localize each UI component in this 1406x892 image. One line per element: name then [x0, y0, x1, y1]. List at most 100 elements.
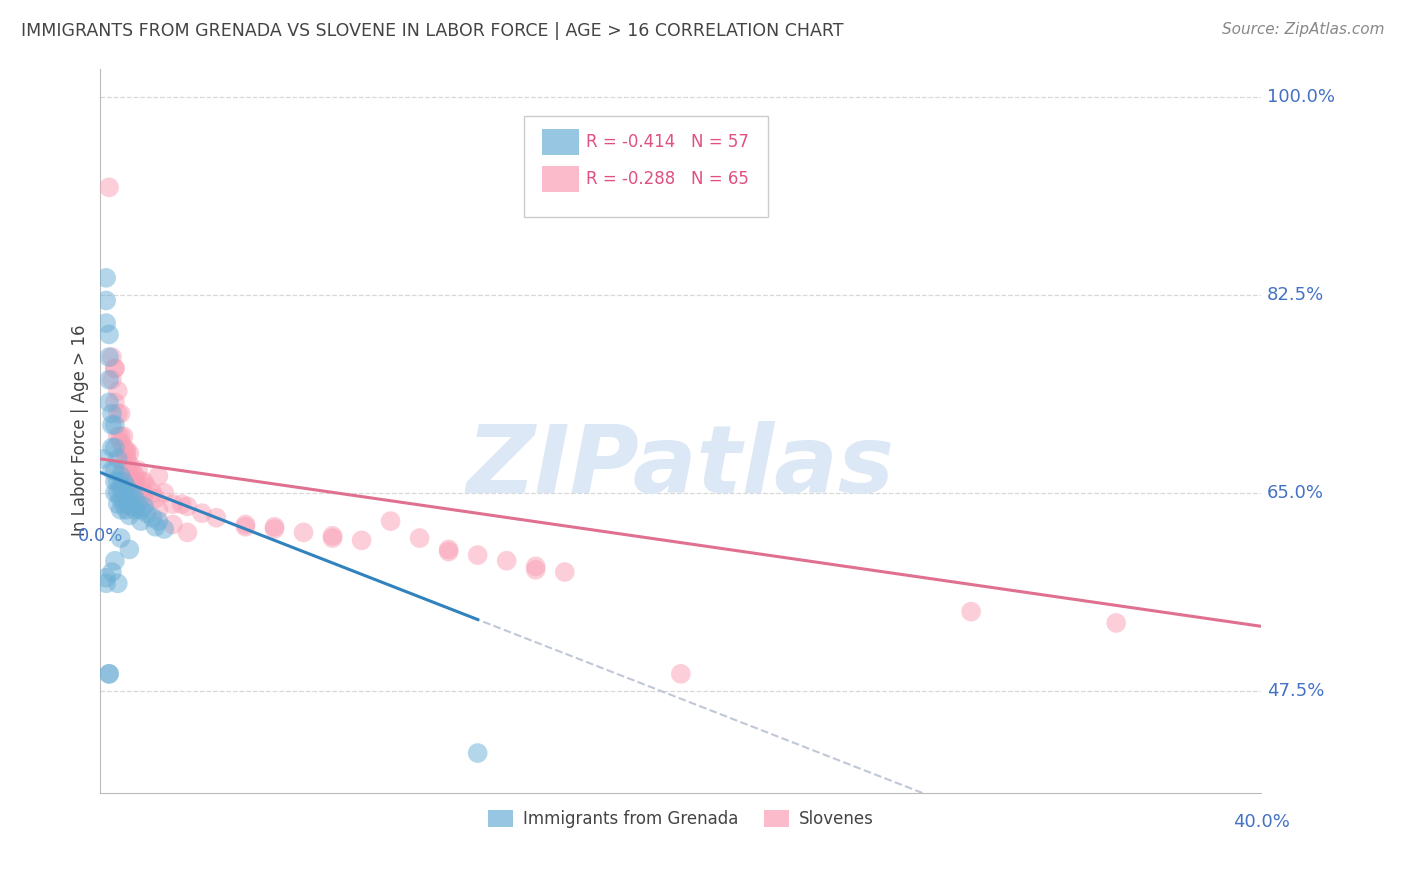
Point	[132, 485, 155, 500]
Point	[408, 531, 430, 545]
Point	[98, 350, 121, 364]
Point	[110, 429, 132, 443]
Text: R = -0.414   N = 57: R = -0.414 N = 57	[586, 134, 748, 152]
Point	[107, 451, 129, 466]
Point	[104, 441, 127, 455]
Point	[322, 529, 344, 543]
Point	[115, 446, 138, 460]
Point	[110, 434, 132, 449]
Point	[135, 506, 157, 520]
Point	[96, 270, 118, 285]
Point	[104, 485, 127, 500]
Point	[322, 531, 344, 545]
Point	[107, 429, 129, 443]
Point	[110, 407, 132, 421]
Point	[176, 525, 198, 540]
Point	[101, 407, 124, 421]
Point	[176, 500, 198, 514]
Point	[124, 475, 146, 489]
Point	[110, 531, 132, 545]
FancyBboxPatch shape	[524, 116, 768, 217]
Point	[98, 395, 121, 409]
Point	[124, 503, 146, 517]
Point	[101, 350, 124, 364]
Point	[132, 491, 155, 506]
Point	[118, 466, 141, 480]
Point	[524, 563, 547, 577]
Point	[129, 514, 152, 528]
Point	[110, 468, 132, 483]
Point	[118, 485, 141, 500]
FancyBboxPatch shape	[541, 129, 579, 155]
Point	[107, 475, 129, 489]
Point	[104, 463, 127, 477]
Point	[112, 475, 135, 489]
Point	[101, 417, 124, 432]
Point	[104, 395, 127, 409]
Point	[235, 517, 257, 532]
Point	[98, 327, 121, 342]
Point	[118, 497, 141, 511]
Point	[129, 503, 152, 517]
Point	[467, 746, 489, 760]
Point	[148, 468, 170, 483]
Point	[121, 488, 143, 502]
Point	[101, 441, 124, 455]
Point	[170, 497, 193, 511]
Point	[191, 506, 214, 520]
Point	[495, 554, 517, 568]
Point	[263, 522, 285, 536]
Legend: Immigrants from Grenada, Slovenes: Immigrants from Grenada, Slovenes	[481, 804, 880, 835]
Point	[118, 508, 141, 523]
Point	[554, 565, 576, 579]
Point	[162, 517, 184, 532]
Point	[104, 361, 127, 376]
Text: 82.5%: 82.5%	[1267, 285, 1324, 304]
Point	[380, 514, 402, 528]
Point	[96, 293, 118, 308]
Point	[91, 451, 114, 466]
Text: 40.0%: 40.0%	[1233, 813, 1289, 831]
Text: R = -0.288   N = 65: R = -0.288 N = 65	[586, 169, 748, 187]
Text: 100.0%: 100.0%	[1267, 87, 1336, 106]
Y-axis label: In Labor Force | Age > 16: In Labor Force | Age > 16	[72, 325, 89, 536]
Point	[145, 520, 167, 534]
Point	[112, 463, 135, 477]
Point	[110, 503, 132, 517]
Point	[118, 475, 141, 489]
Point	[124, 491, 146, 506]
Point	[118, 446, 141, 460]
Point	[107, 485, 129, 500]
Point	[115, 491, 138, 506]
Point	[112, 441, 135, 455]
Point	[107, 576, 129, 591]
Point	[104, 554, 127, 568]
FancyBboxPatch shape	[541, 166, 579, 192]
Point	[98, 666, 121, 681]
Text: 0.0%: 0.0%	[77, 527, 124, 545]
Point	[101, 463, 124, 477]
Point	[96, 576, 118, 591]
Point	[142, 510, 165, 524]
Point	[135, 480, 157, 494]
Point	[142, 485, 165, 500]
Point	[145, 491, 167, 506]
Text: Source: ZipAtlas.com: Source: ZipAtlas.com	[1222, 22, 1385, 37]
Point	[669, 666, 692, 681]
Point	[153, 522, 176, 536]
Point	[437, 542, 460, 557]
Point	[350, 533, 373, 548]
Point	[162, 497, 184, 511]
Text: 65.0%: 65.0%	[1267, 483, 1324, 502]
Point	[1105, 615, 1128, 630]
Point	[127, 497, 149, 511]
Point	[115, 480, 138, 494]
Point	[124, 475, 146, 489]
Point	[104, 361, 127, 376]
Point	[104, 475, 127, 489]
Point	[96, 571, 118, 585]
Point	[115, 503, 138, 517]
Point	[132, 475, 155, 489]
Point	[124, 468, 146, 483]
Point	[98, 180, 121, 194]
